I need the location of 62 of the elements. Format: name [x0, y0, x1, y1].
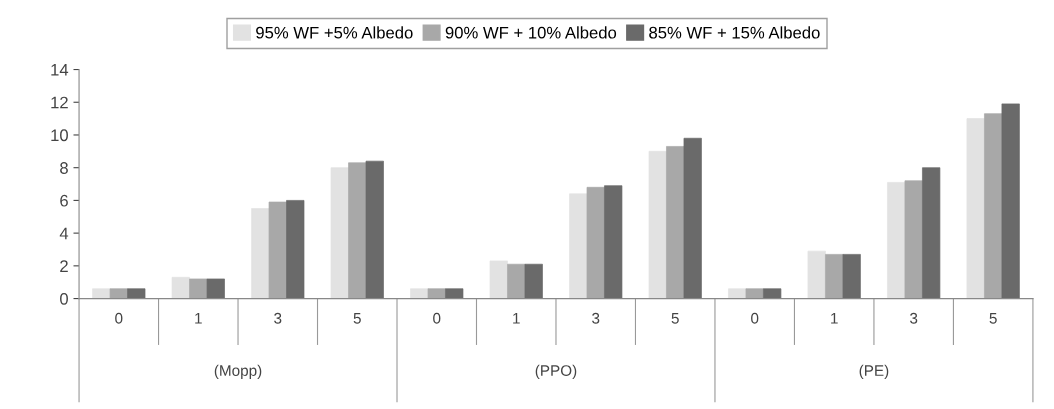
bar: [966, 118, 985, 299]
x-tick-label: 3: [274, 312, 282, 324]
bar: [524, 263, 543, 299]
bar: [648, 150, 667, 299]
bar: [445, 288, 464, 299]
text: (Mopp): [214, 364, 262, 379]
bar: [127, 288, 146, 299]
legend-label: 95% WF +5% Albedo: [256, 26, 413, 39]
y-tick-label: 10: [51, 129, 68, 142]
bar: [507, 263, 526, 299]
bar: [365, 160, 384, 299]
bar: [728, 288, 747, 299]
bar: [489, 260, 508, 299]
y-tick-label: 14: [51, 64, 69, 76]
bar: [286, 200, 305, 299]
bar: [745, 288, 764, 299]
text: (PPO): [535, 364, 577, 379]
bar: [171, 276, 190, 299]
bar: [666, 146, 685, 299]
bar: [427, 288, 446, 299]
bar: [604, 185, 623, 299]
bar: [984, 113, 1003, 299]
bar: [268, 201, 287, 299]
y-tick-label: 4: [59, 227, 69, 240]
bar: [842, 254, 861, 299]
x-tick-label: 0: [433, 312, 441, 324]
bar: [410, 288, 429, 299]
y-tick-label: 8: [60, 162, 68, 174]
bar: [348, 162, 367, 299]
x-tick-label: 0: [751, 312, 759, 324]
legend-label: 85% WF + 15% Albedo: [649, 26, 820, 39]
bar: [586, 186, 605, 299]
x-tick-label: 3: [910, 312, 918, 324]
bar: [330, 167, 349, 299]
x-tick-label: 5: [353, 313, 361, 324]
x-tick-label: 1: [513, 313, 520, 324]
bar: [251, 208, 270, 299]
bar: [683, 137, 702, 299]
bar: [887, 182, 906, 299]
y-tick-label: 12: [51, 96, 68, 109]
bar: [569, 193, 588, 299]
bar: [807, 250, 826, 299]
x-tick-label: 0: [115, 312, 123, 324]
y-tick-label: 0: [60, 292, 68, 305]
bar: [763, 288, 782, 299]
bar: [1001, 103, 1020, 299]
legend-label: 90% WF + 10% Albedo: [445, 26, 617, 39]
x-tick-label: 3: [592, 312, 600, 324]
bar: [206, 278, 225, 299]
y-tick-label: 6: [60, 194, 68, 207]
bar: [922, 167, 941, 299]
x-tick-label: 5: [989, 313, 997, 324]
bar: [825, 254, 844, 299]
bar: [189, 278, 208, 299]
text: (PE): [859, 364, 889, 379]
x-tick-label: 5: [671, 313, 679, 324]
bar: [92, 288, 111, 299]
bar: [904, 180, 923, 299]
x-tick-label: 1: [195, 313, 202, 324]
x-tick-label: 1: [831, 313, 838, 324]
y-tick-label: 2: [60, 260, 68, 272]
bar: [109, 288, 128, 299]
